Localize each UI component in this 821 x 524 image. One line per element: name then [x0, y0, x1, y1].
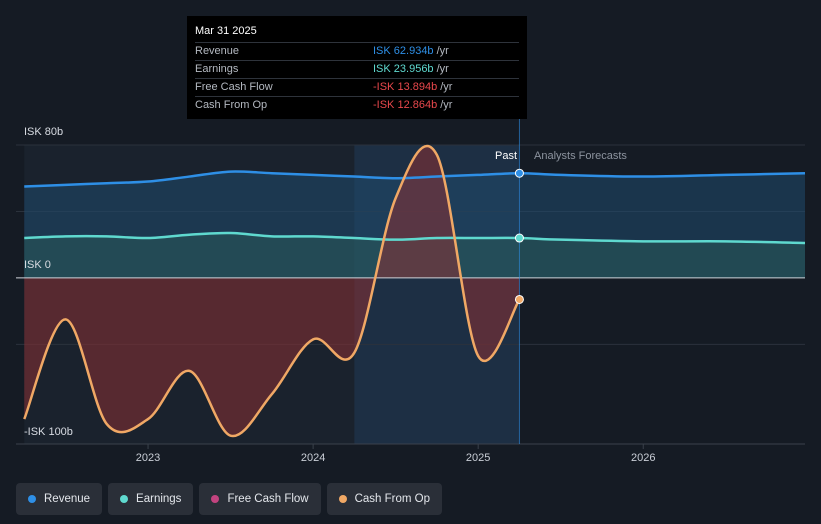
legend-item-cash-from-op[interactable]: Cash From Op: [326, 483, 443, 515]
cash-from-op-marker: [514, 294, 524, 304]
tooltip-row-name: Revenue: [195, 45, 240, 57]
y-tick-label: -ISK 100b: [24, 426, 73, 438]
tooltip-row-cash-from-op: Cash From Op -ISK 12.864b /yr: [195, 96, 519, 114]
legend-label: Cash From Op: [354, 493, 431, 505]
tooltip-row-earnings: Earnings ISK 23.956b /yr: [195, 60, 519, 78]
tooltip-row-unit: /yr: [436, 63, 449, 75]
legend-item-earnings[interactable]: Earnings: [108, 483, 194, 515]
legend-label: Earnings: [136, 493, 182, 505]
tooltip-row-value: -ISK 12.864b: [373, 99, 438, 111]
tooltip-row-value: ISK 62.934b: [373, 45, 434, 57]
cash-from-op-line: [23, 144, 521, 438]
tooltip-row-name: Earnings: [195, 63, 239, 75]
x-tick-label: 2026: [631, 452, 655, 464]
legend-dot-icon: [211, 495, 220, 503]
cash-from-op-area: [24, 145, 520, 437]
tooltip-row-value: -ISK 13.894b: [373, 81, 438, 93]
y-tick-label: ISK 80b: [24, 126, 64, 138]
tooltip-row-value: ISK 23.956b: [373, 63, 434, 75]
tooltip-row-unit: /yr: [440, 81, 453, 93]
legend-item-free-cash-flow[interactable]: Free Cash Flow: [199, 483, 321, 515]
earnings-line: [24, 231, 806, 245]
earnings-marker: [514, 233, 524, 243]
tooltip-row-unit: /yr: [440, 99, 453, 111]
legend-item-revenue[interactable]: Revenue: [16, 483, 103, 515]
tooltip-row-revenue: Revenue ISK 62.934b /yr: [195, 42, 519, 60]
legend-label: Free Cash Flow: [227, 493, 309, 505]
tooltip-row-free-cash-flow: Free Cash Flow -ISK 13.894b /yr: [195, 78, 519, 96]
legend-dot-icon: [338, 495, 347, 503]
forecast-label: Analysts Forecasts: [534, 150, 627, 162]
legend: Revenue Earnings Free Cash Flow Cash Fro…: [16, 483, 443, 515]
tooltip-date: Mar 31 2025: [195, 25, 257, 37]
y-tick-label: ISK 0: [24, 259, 51, 271]
tooltip-row-unit: /yr: [436, 45, 449, 57]
tooltip-row-name: Free Cash Flow: [195, 81, 273, 93]
legend-dot-icon: [120, 495, 129, 503]
x-tick-label: 2025: [466, 452, 490, 464]
revenue-line: [24, 170, 806, 188]
past-label: Past: [495, 150, 518, 162]
revenue-marker: [514, 168, 524, 178]
legend-dot-icon: [28, 495, 36, 503]
x-tick-label: 2023: [136, 452, 160, 464]
x-tick-label: 2024: [301, 452, 325, 464]
legend-label: Revenue: [44, 493, 91, 505]
tooltip-row-name: Cash From Op: [195, 99, 268, 111]
tooltip: Mar 31 2025 Revenue ISK 62.934b /yr Earn…: [187, 16, 527, 119]
